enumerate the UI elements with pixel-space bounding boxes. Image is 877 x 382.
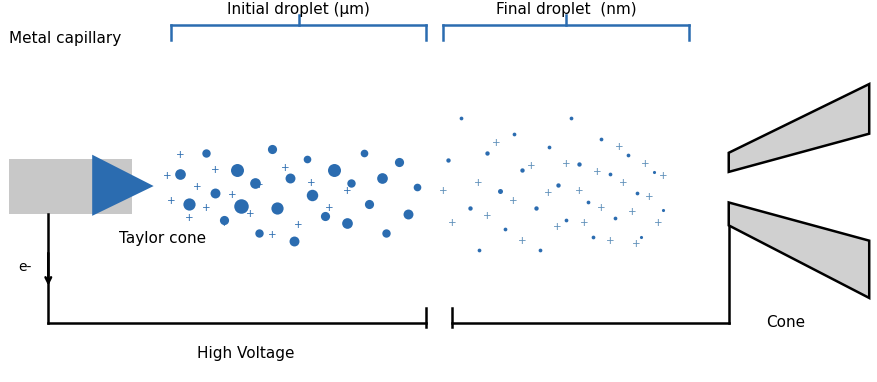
Text: +: + [447, 219, 456, 228]
Text: +: + [281, 163, 289, 173]
Text: +: + [596, 203, 605, 213]
Text: +: + [219, 219, 228, 228]
Text: +: + [561, 159, 570, 169]
Bar [9, 159, 132, 214]
Text: Cone: Cone [766, 315, 804, 330]
Text: +: + [553, 222, 561, 232]
Text: +: + [645, 192, 653, 202]
Text: +: + [640, 159, 649, 169]
Text: +: + [653, 219, 662, 228]
Text: +: + [175, 150, 184, 160]
Polygon shape [728, 202, 868, 298]
Text: +: + [210, 165, 219, 175]
Text: +: + [162, 171, 171, 181]
Polygon shape [92, 155, 153, 216]
Text: +: + [491, 138, 500, 148]
Text: +: + [482, 211, 491, 221]
Text: +: + [167, 196, 175, 206]
Text: +: + [228, 190, 237, 200]
Text: +: + [342, 186, 351, 196]
Polygon shape [728, 84, 868, 172]
Text: High Voltage: High Voltage [196, 346, 295, 361]
Text: +: + [246, 209, 254, 219]
Text: +: + [627, 207, 636, 217]
Text: e-: e- [18, 261, 32, 274]
Text: +: + [254, 180, 263, 190]
Text: +: + [618, 178, 627, 188]
Text: Metal capillary: Metal capillary [9, 31, 121, 46]
Text: +: + [517, 236, 526, 246]
Text: +: + [526, 161, 535, 171]
Text: +: + [184, 213, 193, 223]
Text: +: + [574, 186, 583, 196]
Text: Taylor cone: Taylor cone [118, 231, 205, 246]
Text: +: + [267, 230, 276, 240]
Text: +: + [202, 203, 210, 213]
Text: +: + [324, 203, 333, 213]
Text: +: + [193, 182, 202, 192]
Text: +: + [509, 196, 517, 206]
Text: +: + [294, 220, 303, 230]
Text: +: + [579, 219, 588, 228]
Text: +: + [307, 178, 316, 188]
Text: +: + [544, 188, 553, 198]
Text: +: + [631, 240, 640, 249]
Text: +: + [474, 178, 482, 188]
Text: +: + [658, 171, 667, 181]
Text: +: + [592, 167, 601, 177]
Text: Final droplet  (nm): Final droplet (nm) [496, 2, 636, 17]
Text: +: + [605, 236, 614, 246]
Text: +: + [614, 142, 623, 152]
Text: +: + [438, 186, 447, 196]
Text: Initial droplet (μm): Initial droplet (μm) [227, 2, 369, 17]
